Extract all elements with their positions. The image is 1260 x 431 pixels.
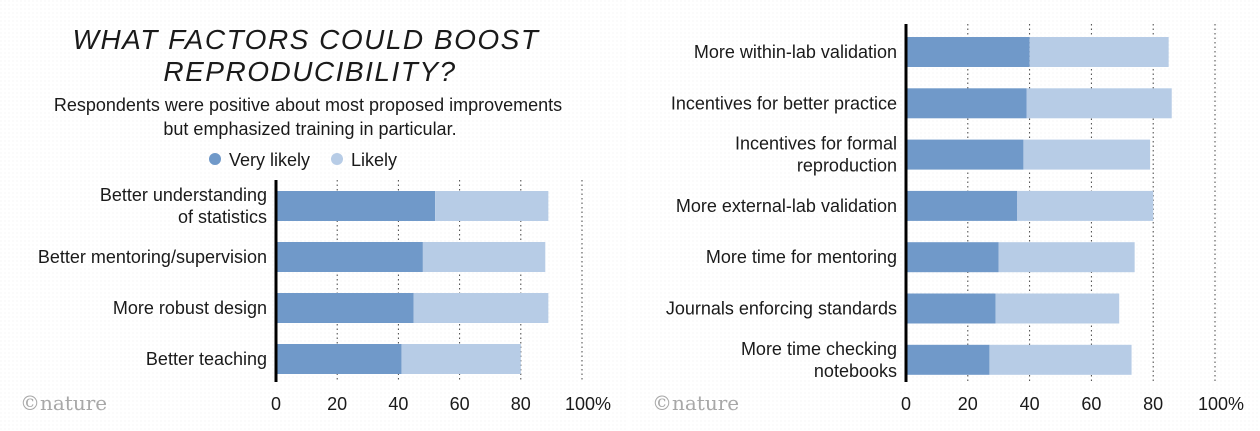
bar-very-likely-incentives-for-formal-reproduction [906,139,1024,170]
chart-title-line-1: WHAT FACTORS COULD BOOST [73,24,540,55]
bar-likely-more-time-for-mentoring [998,242,1135,273]
x-tick-label-60: 60 [450,394,470,414]
bar-likely-better-understanding-of-statistics [435,191,549,221]
bar-very-likely-incentives-for-better-practice [906,88,1027,119]
x-tick-label-60: 60 [1081,394,1101,414]
x-tick-label-100: 100% [1198,394,1244,414]
category-label-better-mentoring-supervision: Better mentoring/supervision [38,247,267,267]
x-tick-label-40: 40 [1020,394,1040,414]
panel-right-plot: More within-lab validation Incentives for… [666,24,1244,414]
chart-subtitle-line-2: but emphasized training in particular. [163,119,456,139]
category-label-more-time-for-mentoring: More time for mentoring [706,247,897,267]
x-tick-label-0: 0 [901,394,911,414]
x-tick-label-20: 20 [327,394,347,414]
category-label-incentives-for-formal-reproduction-line-1: Incentives for formal [735,134,897,154]
x-tick-label-0: 0 [271,394,281,414]
bar-very-likely-more-time-for-mentoring [906,242,999,273]
x-tick-label-80: 80 [1143,394,1163,414]
bar-likely-incentives-for-better-practice [1026,88,1172,119]
bar-very-likely-journals-enforcing-standards [906,293,996,324]
category-label-more-time-checking-notebooks-line-1: More time checking [741,339,897,359]
bar-likely-better-mentoring-supervision [422,242,546,272]
category-label-journals-enforcing-standards: Journals enforcing standards [666,299,897,319]
category-label-incentives-for-formal-reproduction-line-2: reproduction [797,156,897,176]
bar-likely-more-robust-design [413,293,549,323]
bar-very-likely-better-teaching [276,344,402,374]
bar-likely-journals-enforcing-standards [995,293,1120,324]
chart-title-line-2: REPRODUCIBILITY? [163,56,456,87]
category-label-incentives-for-better-practice: Incentives for better practice [671,93,897,113]
bar-likely-incentives-for-formal-reproduction [1023,139,1151,170]
chart-header: WHAT FACTORS COULD BOOST REPRODUCIBILITY… [54,24,562,139]
nature-logo-right: ©nature [652,391,739,415]
legend: Very likely Likely [209,150,397,170]
legend-swatch-likely [331,153,343,165]
legend-label-very-likely: Very likely [229,150,310,170]
bar-likely-more-time-checking-notebooks [989,344,1132,375]
bar-very-likely-better-mentoring-supervision [276,242,423,272]
bar-likely-more-external-lab-validation [1017,190,1154,221]
bar-very-likely-better-understanding-of-statistics [276,191,436,221]
category-label-more-time-checking-notebooks-line-2: notebooks [814,361,897,381]
bar-very-likely-more-within-lab-validation [906,37,1030,67]
nature-logo-left: ©nature [20,391,107,415]
bar-very-likely-more-external-lab-validation [906,190,1018,221]
category-label-more-robust-design: More robust design [113,298,267,318]
bar-very-likely-more-robust-design [276,293,414,323]
legend-swatch-very-likely [209,153,221,165]
category-label-better-understanding-of-statistics-line-1: Better understanding [100,185,267,205]
bar-likely-better-teaching [401,344,521,374]
chart-subtitle-line-1: Respondents were positive about most pro… [54,95,562,115]
x-tick-label-40: 40 [388,394,408,414]
bar-likely-more-within-lab-validation [1029,37,1169,67]
category-label-better-teaching: Better teaching [146,349,267,369]
x-tick-label-100: 100% [565,394,611,414]
category-label-more-external-lab-validation: More external-lab validation [676,196,897,216]
category-label-more-within-lab-validation: More within-lab validation [694,42,897,62]
bar-very-likely-more-time-checking-notebooks [906,344,990,375]
legend-label-likely: Likely [351,150,397,170]
category-label-better-understanding-of-statistics-line-2: of statistics [178,207,267,227]
x-tick-label-20: 20 [958,394,978,414]
x-tick-label-80: 80 [511,394,531,414]
